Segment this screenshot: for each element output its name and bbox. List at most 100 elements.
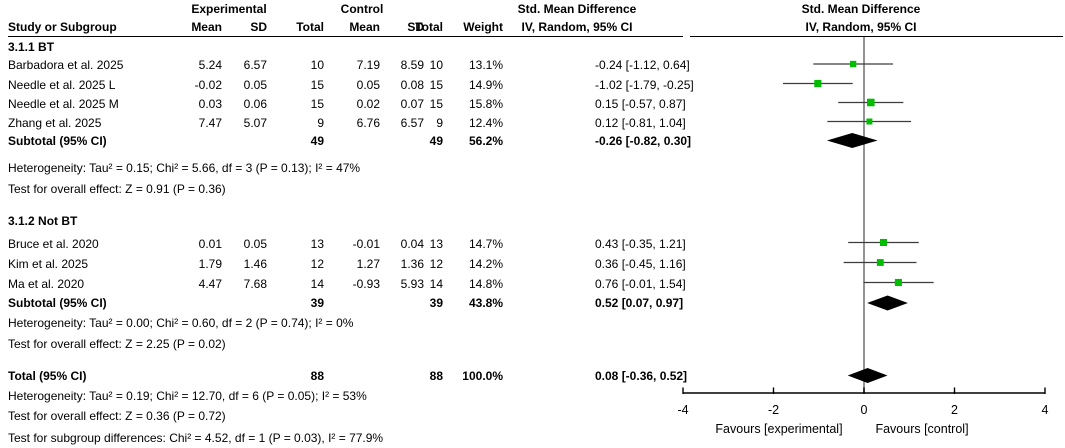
cell-mean_e: 5.24 xyxy=(198,58,222,72)
cell-ci-text: 0.08 [-0.36, 0.52] xyxy=(595,368,688,383)
cell-ci-text: 0.76 [-0.01, 1.54] xyxy=(595,276,686,291)
header-underline-left xyxy=(8,36,683,38)
cell-weight: 15.8% xyxy=(468,96,503,111)
subtotal-label: Subtotal (95% CI) xyxy=(8,296,107,310)
analysis-note: Test for overall effect: Z = 0.36 (P = 0… xyxy=(8,409,226,423)
analysis-note: Test for overall effect: Z = 0.91 (P = 0… xyxy=(8,181,226,196)
cell-sd_c: 5.93 xyxy=(400,276,424,291)
total-diamond xyxy=(847,368,888,383)
cell-n_c: 14 xyxy=(429,276,443,291)
cell-mean_c: 1.27 xyxy=(356,256,380,271)
cell-sd_e: 1.46 xyxy=(243,256,267,271)
study-label: Needle et al. 2025 L xyxy=(8,77,116,92)
cell-weight: 56.2% xyxy=(468,133,503,148)
cell-sd_c: 1.36 xyxy=(400,256,424,271)
subgroup-heading: 3.1.1 BT xyxy=(8,40,55,54)
cell-weight: 100.0% xyxy=(462,368,503,383)
study-label: Bruce et al. 2020 xyxy=(8,236,99,251)
study-label: Needle et al. 2025 M xyxy=(8,96,119,111)
effect-marker xyxy=(879,238,887,247)
column-header-ci-text: IV, Random, 95% CI xyxy=(521,20,633,34)
cell-n_e: 88 xyxy=(310,368,324,383)
effect-marker xyxy=(876,259,884,266)
favours-right-label: Favours [control] xyxy=(875,422,968,436)
cell-mean_e: 0.03 xyxy=(198,96,222,111)
cell-sd_e: 5.07 xyxy=(243,115,267,130)
cell-n_e: 9 xyxy=(317,115,324,130)
column-header-study: Study or Subgroup xyxy=(8,20,117,34)
cell-n_e: 10 xyxy=(310,58,324,72)
cell-n_e: 13 xyxy=(310,236,324,251)
analysis-note: Heterogeneity: Tau² = 0.15; Chi² = 5.66,… xyxy=(8,160,361,175)
effect-marker xyxy=(894,278,902,287)
cell-n_c: 13 xyxy=(429,236,443,251)
subtotal-label: Subtotal (95% CI) xyxy=(8,133,107,148)
total-label: Total (95% CI) xyxy=(8,368,87,383)
cell-mean_c: 0.02 xyxy=(356,96,380,111)
cell-n_c: 15 xyxy=(429,77,443,92)
cell-n_c: 49 xyxy=(429,133,443,148)
analysis-note: Heterogeneity: Tau² = 0.19; Chi² = 12.70… xyxy=(8,389,367,403)
cell-n_c: 88 xyxy=(429,368,443,383)
cell-n_e: 15 xyxy=(310,96,324,111)
x-axis-tick-label: 2 xyxy=(951,403,958,417)
cell-mean_e: -0.02 xyxy=(194,77,222,92)
column-group-experimental: Experimental xyxy=(191,2,267,16)
x-axis-tick-label: 4 xyxy=(1042,403,1049,417)
cell-sd_e: 7.68 xyxy=(243,276,267,291)
column-header-smd-plot: Std. Mean Difference xyxy=(801,2,921,16)
column-group-control: Control xyxy=(340,2,384,16)
cell-weight: 14.2% xyxy=(468,256,503,271)
subtotal-diamond xyxy=(867,295,908,311)
analysis-note: Test for subgroup differences: Chi² = 4.… xyxy=(8,430,384,445)
effect-marker xyxy=(866,118,873,125)
cell-weight: 14.7% xyxy=(468,236,503,251)
cell-sd_c: 0.04 xyxy=(400,236,424,251)
x-axis-tick-label: -4 xyxy=(677,403,688,417)
favours-left-label: Favours [experimental] xyxy=(715,422,842,436)
column-header-total-exp: Total xyxy=(296,20,324,34)
effect-marker xyxy=(866,98,875,107)
column-header-sd-ctrl: SD xyxy=(407,20,424,34)
cell-sd_e: 0.05 xyxy=(243,236,267,251)
cell-mean_e: 7.47 xyxy=(198,115,222,130)
cell-ci-text: -1.02 [-1.79, -0.25] xyxy=(595,77,694,92)
cell-ci-text: 0.43 [-0.35, 1.21] xyxy=(595,236,686,251)
study-label: Barbadora et al. 2025 xyxy=(8,58,124,72)
cell-sd_e: 0.05 xyxy=(243,77,267,92)
analysis-note: Test for overall effect: Z = 2.25 (P = 0… xyxy=(8,336,226,351)
cell-sd_e: 0.06 xyxy=(243,96,267,111)
cell-n_e: 49 xyxy=(310,133,324,148)
column-header-mean-exp: Mean xyxy=(191,20,222,34)
subtotal-diamond xyxy=(826,133,878,148)
cell-sd_c: 0.08 xyxy=(400,77,424,92)
subgroup-heading: 3.1.2 Not BT xyxy=(8,214,78,228)
cell-weight: 13.1% xyxy=(468,58,503,72)
cell-mean_c: -0.01 xyxy=(352,236,380,251)
cell-n_e: 39 xyxy=(310,296,324,310)
cell-ci-text: 0.15 [-0.57, 0.87] xyxy=(595,96,686,111)
column-header-smd-text: Std. Mean Difference xyxy=(517,2,637,16)
cell-sd_c: 8.59 xyxy=(400,58,424,72)
cell-mean_e: 4.47 xyxy=(198,276,222,291)
study-label: Kim et al. 2025 xyxy=(8,256,89,271)
cell-ci-text: 0.36 [-0.45, 1.16] xyxy=(595,256,686,271)
cell-mean_c: 0.05 xyxy=(356,77,380,92)
cell-n_e: 15 xyxy=(310,77,324,92)
cell-weight: 14.8% xyxy=(468,276,503,291)
cell-mean_c: 7.19 xyxy=(356,58,380,72)
column-header-sd-exp: SD xyxy=(250,20,267,34)
column-header-ci-plot: IV, Random, 95% CI xyxy=(805,20,917,34)
column-header-weight: Weight xyxy=(463,20,503,34)
cell-n_c: 9 xyxy=(436,115,443,130)
cell-mean_e: 0.01 xyxy=(198,236,222,251)
cell-n_e: 12 xyxy=(310,256,324,271)
column-header-total-ctrl: Total xyxy=(415,20,443,34)
cell-weight: 12.4% xyxy=(468,115,503,130)
cell-sd_e: 6.57 xyxy=(243,58,267,72)
column-header-mean-ctrl: Mean xyxy=(349,20,380,34)
cell-n_c: 10 xyxy=(429,58,443,72)
effect-marker xyxy=(814,79,822,88)
x-axis-tick-label: 0 xyxy=(861,403,868,417)
